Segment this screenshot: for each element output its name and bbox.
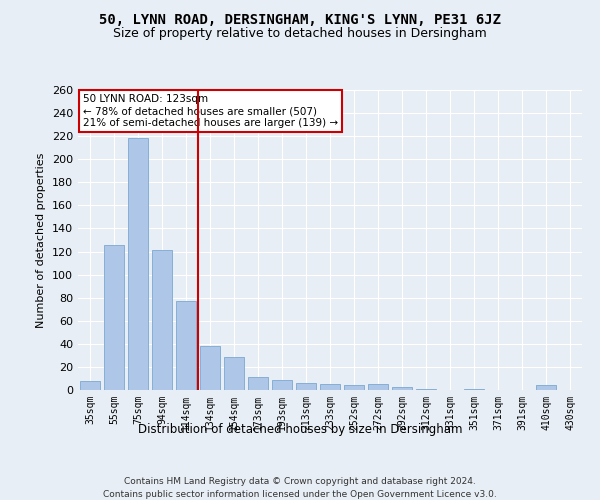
Bar (200, 346, 220, 390)
Bar (368, 384, 388, 390)
Bar (152, 250, 172, 390)
Bar (272, 380, 292, 390)
Text: Size of property relative to detached houses in Dersingham: Size of property relative to detached ho… (113, 28, 487, 40)
Bar (464, 389, 484, 390)
Text: 50 LYNN ROAD: 123sqm
← 78% of detached houses are smaller (507)
21% of semi-deta: 50 LYNN ROAD: 123sqm ← 78% of detached h… (83, 94, 338, 128)
Bar (128, 138, 148, 390)
Bar (224, 356, 244, 390)
Bar (248, 378, 268, 390)
Bar (416, 389, 436, 390)
Bar (392, 386, 412, 390)
Y-axis label: Number of detached properties: Number of detached properties (37, 152, 46, 328)
Bar (176, 301, 196, 390)
Bar (296, 383, 316, 390)
Bar (80, 381, 100, 390)
Bar (536, 386, 556, 390)
Text: 50, LYNN ROAD, DERSINGHAM, KING'S LYNN, PE31 6JZ: 50, LYNN ROAD, DERSINGHAM, KING'S LYNN, … (99, 12, 501, 26)
Text: Contains HM Land Registry data © Crown copyright and database right 2024.: Contains HM Land Registry data © Crown c… (124, 478, 476, 486)
Bar (104, 244, 124, 390)
Text: Contains public sector information licensed under the Open Government Licence v3: Contains public sector information licen… (103, 490, 497, 499)
Bar (320, 384, 340, 390)
Bar (344, 386, 364, 390)
Text: Distribution of detached houses by size in Dersingham: Distribution of detached houses by size … (138, 422, 462, 436)
